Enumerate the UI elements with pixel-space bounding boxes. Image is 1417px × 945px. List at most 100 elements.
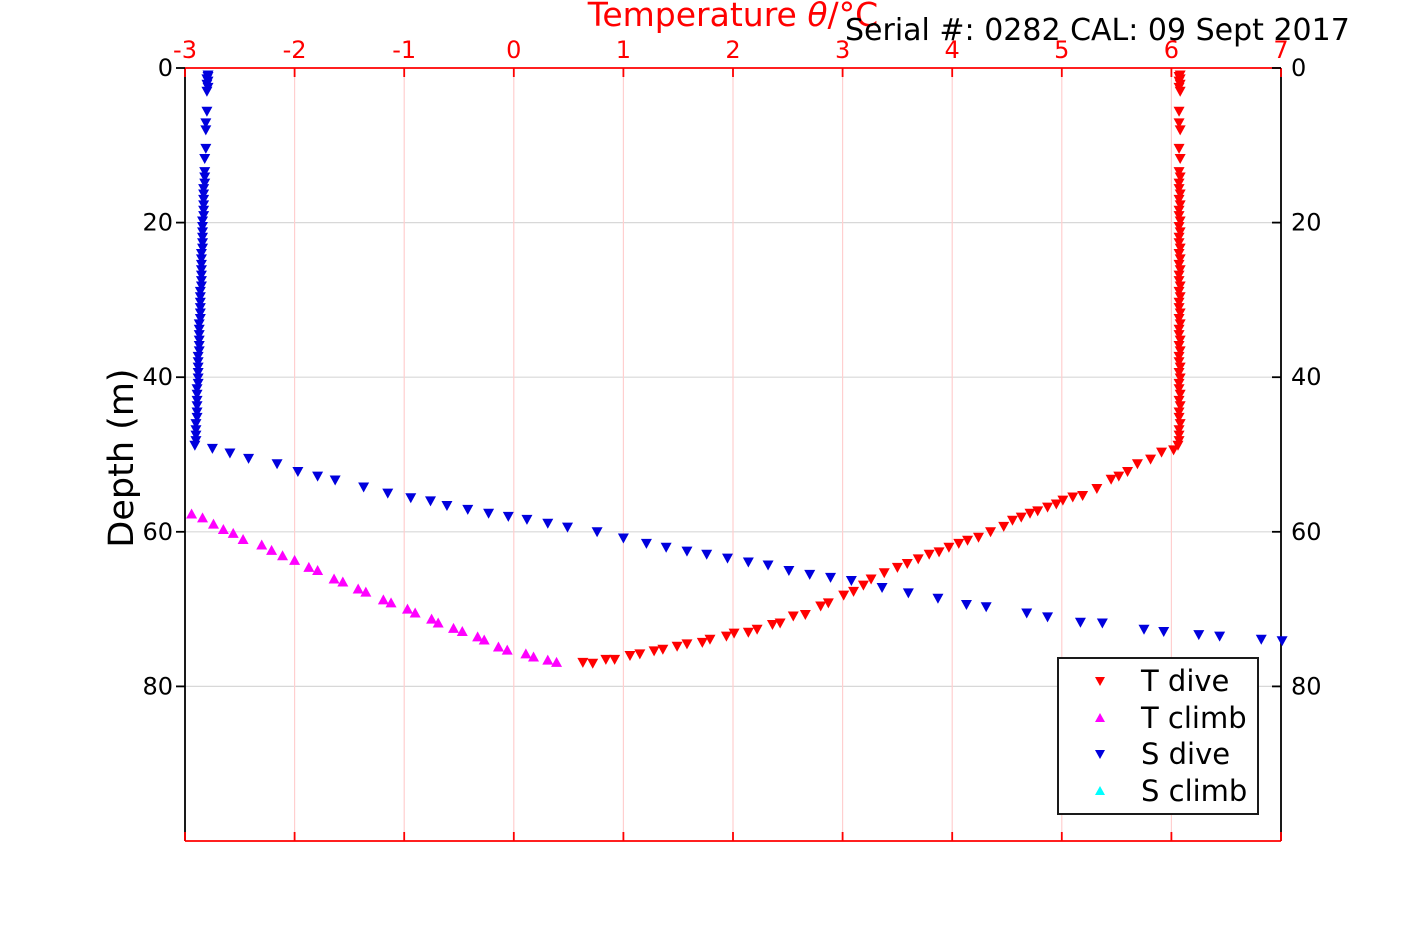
marker-t-dive (1173, 249, 1185, 260)
marker-t-dive (1174, 401, 1186, 412)
marker-t-climb (492, 641, 504, 652)
marker-t-climb (377, 594, 389, 605)
marker-t-climb (289, 554, 301, 565)
marker-t-dive (1057, 495, 1069, 506)
s-climb-legend-marker (1095, 785, 1105, 795)
marker-t-dive (1174, 292, 1186, 303)
y-tick-label-left: 60 (142, 518, 173, 546)
marker-s-dive (199, 172, 211, 183)
marker-s-dive (198, 184, 210, 195)
marker-s-dive (198, 189, 210, 200)
marker-s-dive (591, 527, 603, 538)
marker-t-dive (704, 634, 716, 645)
x-tick-label: -1 (392, 36, 416, 64)
marker-t-dive (878, 568, 890, 579)
marker-t-dive (1156, 447, 1168, 458)
marker-s-dive (197, 238, 209, 249)
marker-s-dive (200, 118, 212, 129)
marker-s-dive (193, 341, 205, 352)
marker-s-dive (640, 538, 652, 549)
marker-t-climb (312, 564, 324, 575)
marker-s-dive (224, 448, 236, 459)
marker-t-dive (799, 610, 811, 621)
marker-t-dive (1173, 194, 1185, 205)
chart-title-theta: θ (807, 0, 828, 34)
x-tick-label: 6 (1164, 36, 1179, 64)
marker-s-dive (191, 401, 203, 412)
y-tick-label-right: 0 (1291, 54, 1306, 82)
marker-t-climb (448, 622, 460, 633)
marker-t-dive (1173, 106, 1185, 117)
marker-s-dive (192, 378, 204, 389)
x-tick-label: 3 (835, 36, 850, 64)
marker-s-dive (198, 205, 210, 216)
x-tick-label: 2 (725, 36, 740, 64)
marker-s-dive (271, 459, 283, 470)
marker-t-dive (1173, 313, 1185, 324)
marker-t-dive (1174, 153, 1186, 164)
marker-t-dive (815, 601, 827, 612)
marker-t-dive (1173, 412, 1185, 423)
marker-t-dive (1173, 324, 1185, 335)
marker-t-dive (1173, 357, 1185, 368)
marker-t-dive (1173, 330, 1185, 341)
marker-s-dive (441, 501, 453, 512)
marker-s-dive (199, 178, 211, 189)
marker-t-dive (1173, 178, 1185, 189)
marker-s-dive (382, 488, 394, 499)
marker-t-climb (472, 631, 484, 642)
marker-t-dive (1174, 243, 1186, 254)
marker-s-dive (193, 324, 205, 335)
y-tick-label-left: 80 (142, 672, 173, 700)
marker-t-dive (1174, 319, 1186, 330)
marker-t-dive (912, 554, 924, 565)
marker-s-dive (329, 475, 341, 486)
marker-s-dive (521, 514, 533, 525)
marker-s-dive (193, 335, 205, 346)
marker-t-dive (1145, 454, 1157, 465)
marker-s-dive (200, 125, 212, 136)
marker-s-dive (960, 599, 972, 610)
marker-t-dive (1173, 118, 1185, 129)
marker-t-dive (1168, 445, 1180, 456)
marker-s-dive (1158, 627, 1170, 638)
marker-t-dive (751, 624, 763, 635)
marker-t-climb (426, 613, 438, 624)
marker-s-dive (825, 572, 837, 583)
legend-item-s-dive: S dive (1059, 736, 1257, 773)
marker-t-climb (303, 561, 315, 572)
marker-t-dive (1174, 335, 1186, 346)
marker-t-dive (742, 627, 754, 638)
marker-t-dive (1173, 368, 1185, 379)
marker-s-dive (190, 425, 202, 436)
marker-s-dive (292, 467, 304, 478)
legend-item-t-dive: T dive (1059, 663, 1257, 700)
x-tick-label: -2 (283, 36, 307, 64)
marker-t-dive (973, 532, 985, 543)
marker-t-dive (985, 527, 997, 538)
marker-t-dive (1174, 308, 1186, 319)
marker-t-dive (774, 618, 786, 629)
marker-t-climb (401, 603, 413, 614)
marker-t-climb (551, 656, 563, 667)
marker-s-dive (195, 281, 207, 292)
marker-s-dive (199, 167, 211, 178)
marker-s-dive (194, 286, 206, 297)
y-tick-label-right: 80 (1291, 672, 1322, 700)
marker-s-dive (192, 362, 204, 373)
marker-t-dive (657, 644, 669, 655)
marker-t-dive (1173, 297, 1185, 308)
marker-s-dive (425, 496, 437, 507)
marker-s-dive (191, 389, 203, 400)
marker-t-dive (933, 547, 945, 558)
marker-t-climb (501, 644, 513, 655)
marker-s-dive (542, 518, 554, 529)
marker-s-dive (197, 216, 209, 227)
marker-t-dive (681, 639, 693, 650)
marker-t-dive (1024, 508, 1036, 519)
marker-t-dive (923, 549, 935, 560)
legend-label: T dive (1141, 664, 1230, 699)
marker-t-dive (1173, 351, 1185, 362)
marker-s-dive (190, 419, 202, 430)
marker-s-dive (195, 265, 207, 276)
